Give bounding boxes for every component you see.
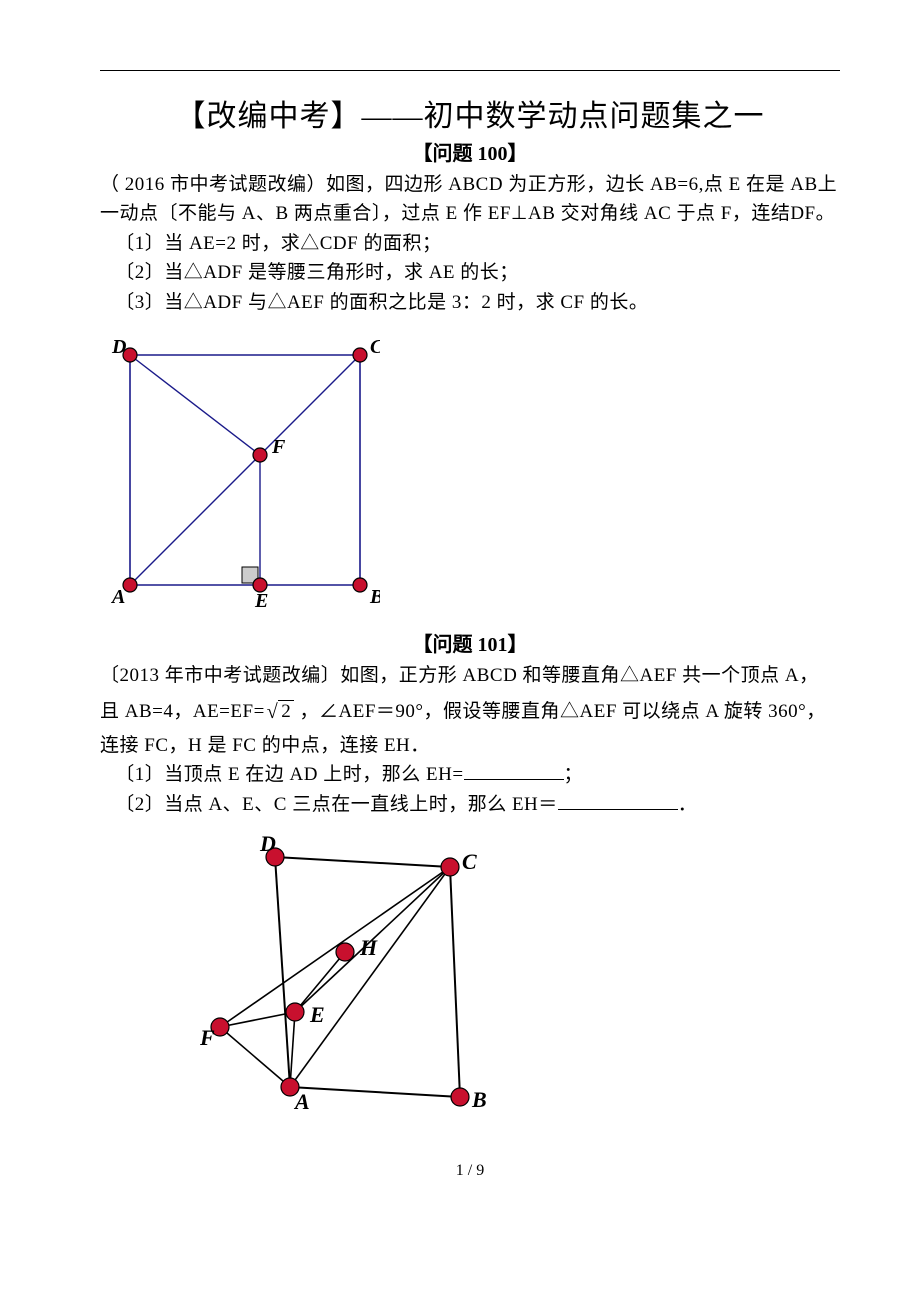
page: 【改编中考】——初中数学动点问题集之一 【问题 100】 （ 2016 市中考试… bbox=[0, 0, 920, 1210]
p100-q2: 〔2〕当△ADF 是等腰三角形时，求 AE 的长； bbox=[100, 258, 840, 287]
figure-100-svg: A B C D E F bbox=[100, 325, 380, 615]
p101-line2b: ，∠AEF＝90°，假设等腰直角△AEF 可以绕点 A 旋转 360°， bbox=[294, 701, 825, 722]
problem-100-heading: 【问题 100】 bbox=[100, 137, 840, 166]
svg-text:H: H bbox=[359, 935, 378, 960]
figure-101-svg: A B C D E F H bbox=[180, 827, 490, 1127]
svg-text:E: E bbox=[254, 590, 268, 612]
svg-text:C: C bbox=[370, 336, 380, 358]
problem-100-figure: A B C D E F bbox=[100, 325, 840, 620]
p101-line1: 〔2013 年市中考试题改编〕如图，正方形 ABCD 和等腰直角△AEF 共一个… bbox=[100, 661, 840, 690]
p101-line2a: 且 AB=4，AE=EF= bbox=[100, 701, 265, 722]
svg-text:F: F bbox=[199, 1025, 215, 1050]
p100-q3: 〔3〕当△ADF 与△AEF 的面积之比是 3：2 时，求 CF 的长。 bbox=[100, 288, 840, 317]
sqrt-icon: 2 bbox=[265, 691, 294, 731]
blank-2 bbox=[558, 790, 678, 810]
p101-q1: 〔1〕当顶点 E 在边 AD 上时，那么 EH= ； bbox=[100, 760, 840, 789]
p101-q1a: 〔1〕当顶点 E 在边 AD 上时，那么 EH= bbox=[115, 764, 463, 785]
svg-text:D: D bbox=[111, 336, 126, 358]
blank-1 bbox=[464, 760, 564, 780]
svg-text:F: F bbox=[271, 436, 286, 458]
svg-text:D: D bbox=[259, 831, 276, 856]
main-title: 【改编中考】——初中数学动点问题集之一 bbox=[100, 91, 840, 135]
svg-text:B: B bbox=[369, 586, 380, 608]
svg-text:A: A bbox=[110, 586, 125, 608]
svg-text:A: A bbox=[293, 1089, 310, 1114]
sqrt-radicand: 2 bbox=[278, 700, 294, 722]
svg-text:C: C bbox=[462, 849, 477, 874]
top-rule bbox=[100, 70, 840, 71]
svg-text:E: E bbox=[309, 1002, 325, 1027]
p100-q1: 〔1〕当 AE=2 时，求△CDF 的面积； bbox=[100, 229, 840, 258]
problem-101-heading: 【问题 101】 bbox=[100, 628, 840, 657]
problem-101-body: 〔2013 年市中考试题改编〕如图，正方形 ABCD 和等腰直角△AEF 共一个… bbox=[100, 661, 840, 819]
p101-line2: 且 AB=4，AE=EF= 2 ，∠AEF＝90°，假设等腰直角△AEF 可以绕点… bbox=[100, 691, 840, 731]
p101-q2: 〔2〕当点 A、E、C 三点在一直线上时，那么 EH＝ ． bbox=[100, 790, 840, 819]
problem-101-figure: A B C D E F H bbox=[180, 827, 840, 1132]
p101-q1b: ； bbox=[564, 764, 584, 785]
p101-q2a: 〔2〕当点 A、E、C 三点在一直线上时，那么 EH＝ bbox=[115, 794, 558, 815]
page-number: 1 / 9 bbox=[100, 1162, 840, 1180]
svg-text:B: B bbox=[471, 1087, 487, 1112]
p101-q2b: ． bbox=[678, 794, 698, 815]
problem-100-body: （ 2016 市中考试题改编）如图，四边形 ABCD 为正方形，边长 AB=6,… bbox=[100, 170, 840, 317]
p100-intro: （ 2016 市中考试题改编）如图，四边形 ABCD 为正方形，边长 AB=6,… bbox=[100, 170, 840, 229]
p101-line3: 连接 FC，H 是 FC 的中点，连接 EH． bbox=[100, 731, 840, 760]
